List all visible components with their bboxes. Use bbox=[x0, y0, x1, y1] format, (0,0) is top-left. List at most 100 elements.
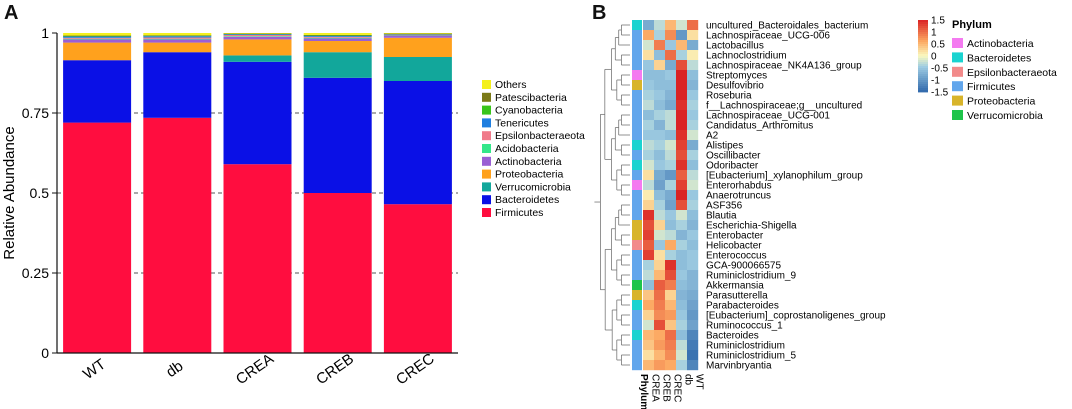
heatmap-cell bbox=[665, 310, 677, 321]
legend-label: Tenericutes bbox=[495, 117, 549, 129]
color-scale-segment bbox=[918, 86, 928, 89]
heatmap-cell bbox=[665, 320, 677, 331]
bar-segment bbox=[223, 33, 292, 34]
phylum-annotation-cell bbox=[632, 80, 642, 91]
heatmap-cell bbox=[665, 140, 677, 151]
heatmap-cell bbox=[643, 20, 655, 31]
heatmap-cell bbox=[687, 360, 699, 371]
phylum-legend-title: Phylum bbox=[952, 19, 992, 31]
panel-label-b: B bbox=[592, 2, 607, 24]
bar-segment bbox=[303, 36, 372, 38]
heatmap-cell bbox=[665, 50, 677, 61]
heatmap-cell bbox=[654, 40, 666, 51]
phylum-annotation-cell bbox=[632, 50, 642, 61]
bar-segment bbox=[303, 35, 372, 37]
bar-segment bbox=[63, 60, 132, 123]
bar-segment bbox=[383, 35, 452, 38]
heatmap-cell bbox=[665, 60, 677, 71]
color-scale-segment bbox=[918, 84, 928, 87]
heatmap-cell bbox=[687, 160, 699, 171]
phylum-annotation-cell bbox=[632, 70, 642, 81]
heatmap-cell bbox=[665, 290, 677, 301]
heatmap-cell bbox=[665, 280, 677, 291]
heatmap-cell bbox=[676, 320, 688, 331]
heatmap-cell bbox=[654, 230, 666, 241]
phylum-legend-swatch bbox=[952, 66, 963, 77]
heatmap-cell bbox=[643, 40, 655, 51]
bar-segment bbox=[223, 164, 292, 353]
heatmap-cell bbox=[643, 210, 655, 221]
heatmap-column-label: CREA bbox=[650, 374, 661, 402]
bar-segment bbox=[143, 35, 212, 37]
heatmap-cell bbox=[654, 80, 666, 91]
legend-label: Bacteroidetes bbox=[495, 194, 559, 206]
color-scale-segment bbox=[918, 38, 928, 41]
legend-swatch bbox=[482, 182, 491, 192]
heatmap-cell bbox=[654, 50, 666, 61]
bar-segment bbox=[63, 33, 132, 36]
heatmap-cell bbox=[687, 100, 699, 111]
heatmap-row-label: Marvinbryantia bbox=[706, 361, 772, 372]
heatmap-row-label: Anaerotruncus bbox=[706, 191, 771, 202]
heatmap-cell bbox=[665, 80, 677, 91]
heatmap-column-label: db bbox=[683, 374, 694, 386]
heatmap-cell bbox=[643, 330, 655, 341]
heatmap-row-label: Enterorhabdus bbox=[706, 181, 772, 192]
bar-segment bbox=[383, 33, 452, 35]
phylum-annotation-cell bbox=[632, 30, 642, 41]
color-scale-segment bbox=[918, 24, 928, 27]
panel-label-a: A bbox=[4, 2, 19, 24]
phylum-annotation-cell bbox=[632, 250, 642, 261]
phylum-annotation-cell bbox=[632, 180, 642, 191]
bar-segment bbox=[143, 37, 212, 39]
heatmap-cell bbox=[676, 60, 688, 71]
phylum-annotation-cell bbox=[632, 40, 642, 51]
heatmap-cell bbox=[687, 240, 699, 251]
legend-swatch bbox=[482, 131, 491, 141]
heatmap-cell bbox=[654, 150, 666, 161]
legend-swatch bbox=[482, 105, 491, 115]
phylum-legend-label: Actinobacteria bbox=[967, 38, 1034, 50]
bar-segment bbox=[303, 38, 372, 41]
heatmap-cell bbox=[665, 340, 677, 351]
bar-segment bbox=[223, 36, 292, 37]
phylum-annotation-cell bbox=[632, 350, 642, 361]
bar-segment bbox=[383, 33, 452, 34]
color-scale-segment bbox=[918, 56, 928, 59]
heatmap-cell bbox=[654, 350, 666, 361]
heatmap-cell bbox=[665, 350, 677, 361]
color-scale-tick-label: -1 bbox=[931, 76, 940, 87]
phylum-annotation-cell bbox=[632, 140, 642, 151]
phylum-annotation-cell bbox=[632, 280, 642, 291]
heatmap-cell bbox=[676, 350, 688, 361]
heatmap-cell bbox=[687, 270, 699, 281]
bar-segment bbox=[63, 42, 132, 61]
heatmap-cell bbox=[676, 310, 688, 321]
heatmap-cell bbox=[687, 250, 699, 261]
heatmap-cell bbox=[643, 60, 655, 71]
heatmap-cell bbox=[687, 320, 699, 331]
color-scale-segment bbox=[918, 52, 928, 55]
color-scale-segment bbox=[918, 54, 928, 57]
heatmap-row-label: GCA-900066575 bbox=[706, 261, 781, 272]
bar-segment bbox=[383, 34, 452, 36]
color-scale-segment bbox=[918, 66, 928, 69]
heatmap-cell bbox=[654, 250, 666, 261]
color-scale-segment bbox=[918, 82, 928, 85]
heatmap-column-label: WT bbox=[694, 374, 705, 390]
heatmap-cell bbox=[687, 130, 699, 141]
x-tick-label: db bbox=[163, 358, 186, 381]
heatmap-row-label: Streptomyces bbox=[706, 71, 767, 82]
heatmap-cell bbox=[687, 90, 699, 101]
heatmap-cell bbox=[687, 280, 699, 291]
legend-swatch bbox=[482, 156, 491, 166]
color-scale-segment bbox=[918, 70, 928, 73]
heatmap-cell bbox=[676, 20, 688, 31]
heatmap-row-label: Enterobacter bbox=[706, 231, 764, 242]
heatmap-cell bbox=[676, 340, 688, 351]
heatmap-cell bbox=[676, 240, 688, 251]
bar-segment bbox=[383, 33, 452, 35]
heatmap-cell bbox=[687, 190, 699, 201]
bar-segment bbox=[223, 34, 292, 37]
legend-swatch bbox=[482, 208, 491, 217]
